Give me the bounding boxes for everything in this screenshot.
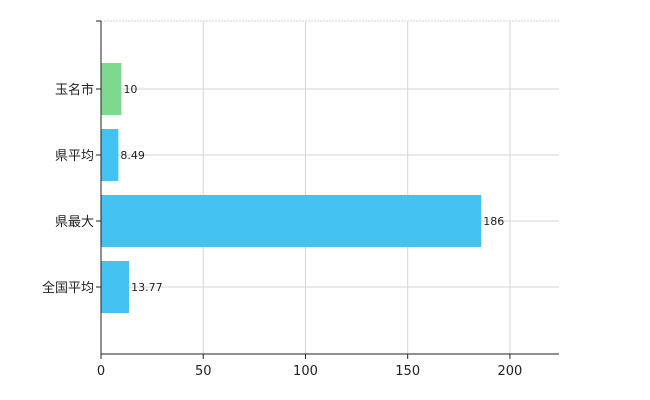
category-label: 玉名市 xyxy=(55,82,94,98)
bar xyxy=(101,261,130,313)
data-label: 186 xyxy=(483,215,504,228)
bar-layer xyxy=(101,63,482,313)
data-label: 8.49 xyxy=(120,149,144,162)
axis-layer xyxy=(96,20,559,359)
x-tick-label: 0 xyxy=(97,364,105,379)
x-tick-label: 100 xyxy=(293,364,318,379)
bar xyxy=(101,63,122,115)
data-label: 10 xyxy=(123,83,137,96)
category-label: 県最大 xyxy=(55,215,94,230)
data-label: 13.77 xyxy=(131,281,163,294)
category-label: 県平均 xyxy=(55,149,94,164)
x-tick-label: 200 xyxy=(498,364,523,379)
grid-layer xyxy=(101,20,559,354)
bar xyxy=(101,129,119,181)
category-label: 全国平均 xyxy=(42,280,94,296)
x-tick-label: 150 xyxy=(395,364,420,379)
x-tick-label: 50 xyxy=(195,364,212,379)
bar xyxy=(101,195,482,247)
